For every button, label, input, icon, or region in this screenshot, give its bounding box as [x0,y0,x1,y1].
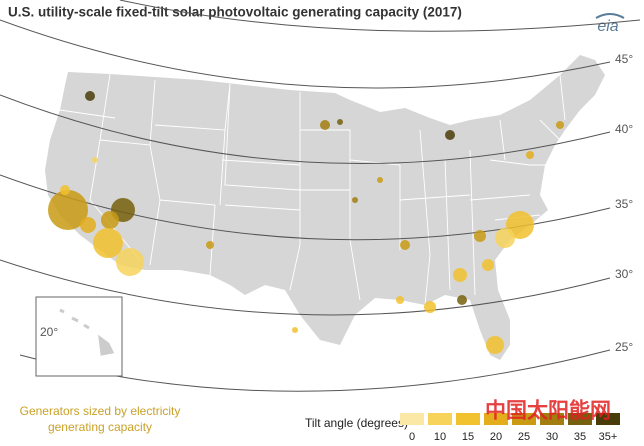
generator-bubble [48,190,88,230]
tilt-tick-label: 25 [518,431,530,443]
generator-bubble [80,217,96,233]
tilt-swatch [512,413,536,425]
generator-bubble [445,130,455,140]
hawaii [59,308,115,356]
tilt-swatch [400,413,424,425]
latitude-label: 35° [615,197,633,211]
generator-bubble [377,177,383,183]
generator-bubble [526,151,534,159]
generator-bubble [486,336,504,354]
latitude-line [119,0,641,32]
tilt-tick-label: 20 [490,431,502,443]
generator-bubble [60,185,70,195]
generator-bubble [337,119,343,125]
tilt-tick-label: 30 [546,431,558,443]
generator-bubble [453,268,467,282]
generator-bubble [93,228,123,258]
logo-arc [595,13,625,19]
tilt-legend-title: Tilt angle (degrees) [305,416,408,430]
tilt-swatch [596,413,620,425]
generator-bubble [116,248,144,276]
generator-bubble [292,327,298,333]
generator-bubble [101,211,119,229]
tilt-tick-label: 0 [409,431,415,443]
tilt-legend: 0 10 15 20 25 30 35 35+ [400,413,620,443]
logo: eia [597,18,618,35]
generator-bubble [474,230,486,242]
title: U.S. utility-scale fixed-tilt solar phot… [8,5,462,20]
generator-bubble [482,259,494,271]
tilt-swatch [428,413,452,425]
land [45,55,605,360]
latitude-label: 40° [615,122,633,136]
generator-bubble [556,121,564,129]
generator-bubble [396,296,404,304]
size-legend: generating capacity [48,420,152,434]
tilt-tick-label: 15 [462,431,474,443]
hawaii-inset [35,296,123,377]
generator-bubble [352,197,358,203]
generator-bubble [495,228,515,248]
tilt-tick-label: 35+ [599,431,618,443]
latitude-label: 45° [615,52,633,66]
generator-bubbles [48,91,564,354]
tilt-tick-label: 35 [574,431,586,443]
generator-bubble [320,120,330,130]
generator-bubble [400,240,410,250]
tilt-swatch [484,413,508,425]
tilt-swatch [456,413,480,425]
generator-bubble [92,157,98,163]
tilt-tick-label: 10 [434,431,446,443]
latitude-line [0,259,611,316]
generator-bubble [206,241,214,249]
generator-bubble [424,301,436,313]
generator-bubble [85,91,95,101]
tilt-swatch [540,413,564,425]
tilt-swatch [568,413,592,425]
latitude-label: 25° [615,340,633,354]
latitude-line [0,94,611,164]
latitude-label: 30° [615,267,633,281]
generator-bubble [457,295,467,305]
size-legend: Generators sized by electricity [20,404,181,418]
state-borders [59,73,566,306]
latitude-line [0,19,611,89]
watermark: 中国太阳能网 [485,399,611,423]
hawaii-label: 20° [40,325,58,339]
